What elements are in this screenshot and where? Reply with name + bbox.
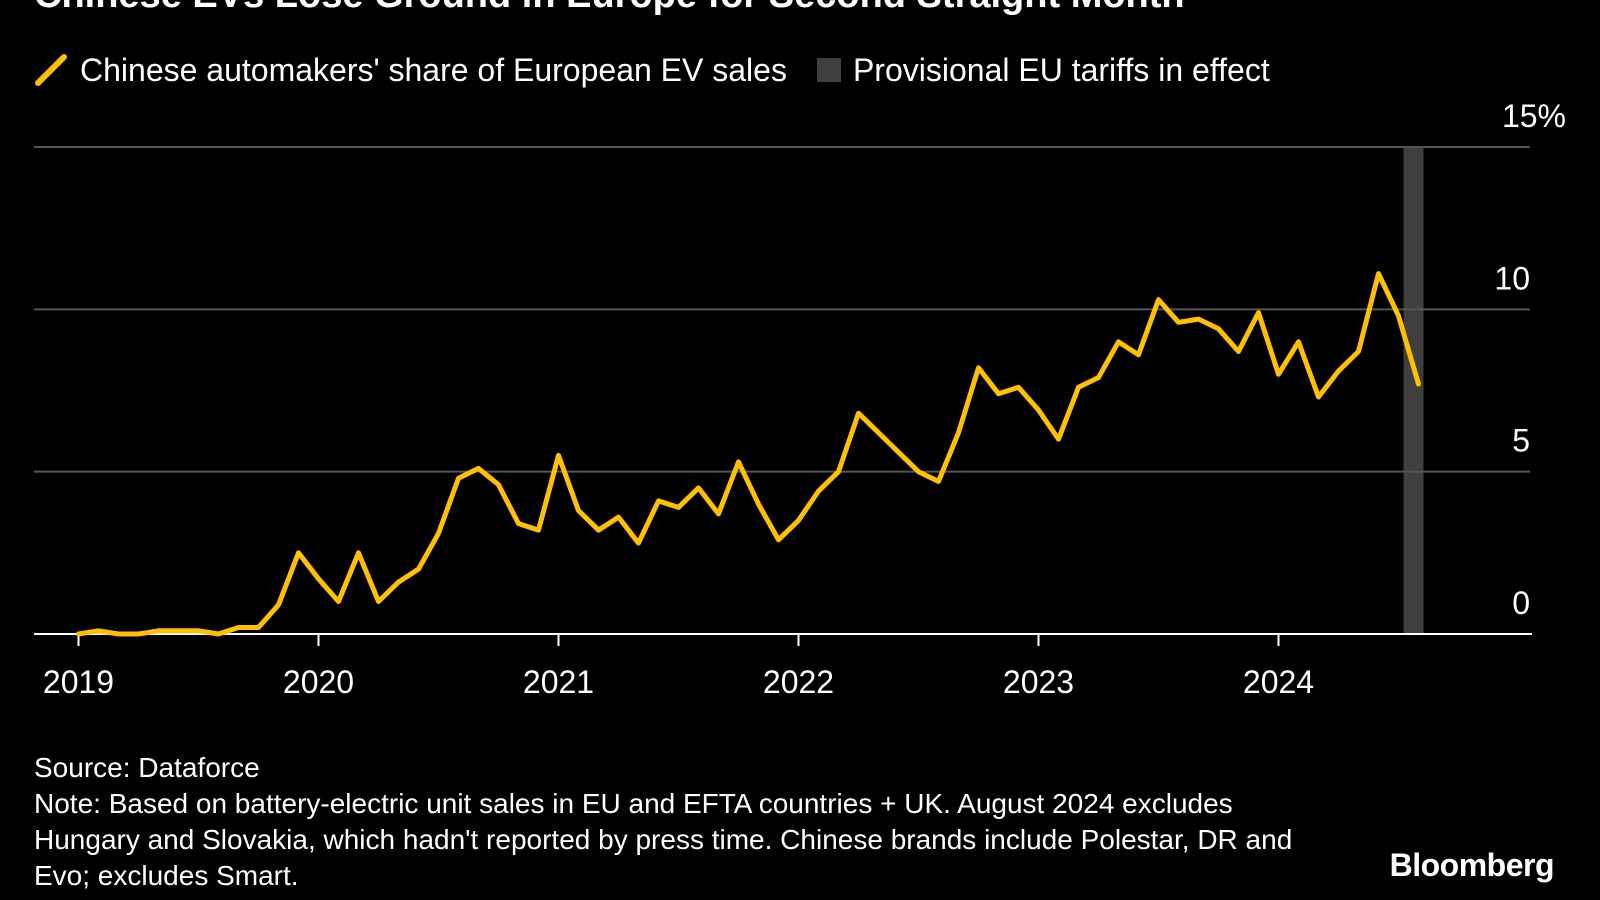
legend-item-share: Chinese automakers' share of European EV… <box>34 52 787 89</box>
series-line-0 <box>76 271 1421 637</box>
legend: Chinese automakers' share of European EV… <box>34 50 1300 90</box>
bloomberg-logo: Bloomberg <box>1389 847 1555 883</box>
tariff-band <box>1403 147 1424 634</box>
x-tick-label-2024: 2024 <box>1243 664 1314 700</box>
x-tick-label-2023: 2023 <box>1003 664 1074 700</box>
y-tick-label-0: 15% <box>1502 98 1566 134</box>
y-tick-label-3: 0 <box>1512 585 1530 621</box>
legend-box-swatch-icon <box>816 58 841 82</box>
y-tick-label-2: 5 <box>1512 423 1530 459</box>
x-tick-label-2020: 2020 <box>283 664 354 700</box>
legend-label-tariffs: Provisional EU tariffs in effect <box>852 51 1270 88</box>
legend-line-swatch-icon <box>35 54 67 86</box>
chart-title: Chinese EVs Lose Ground in Europe for Se… <box>34 0 1185 17</box>
note-text: Note: Based on battery-electric unit sal… <box>34 788 1293 891</box>
source-text: Source: Dataforce <box>34 752 260 783</box>
legend-label-share: Chinese automakers' share of European EV… <box>80 51 787 88</box>
chart: 2019 2020 2021 2022 2023 2024 15% 10 5 0 <box>34 98 1566 700</box>
x-tick-label-2021: 2021 <box>523 664 594 700</box>
legend-item-tariffs: Provisional EU tariffs in effect <box>816 51 1270 89</box>
x-tick-label-2019: 2019 <box>43 664 114 700</box>
y-tick-label-1: 10 <box>1494 260 1530 296</box>
x-tick-label-2022: 2022 <box>763 664 834 700</box>
footer: Source: Dataforce Note: Based on battery… <box>34 750 1334 894</box>
